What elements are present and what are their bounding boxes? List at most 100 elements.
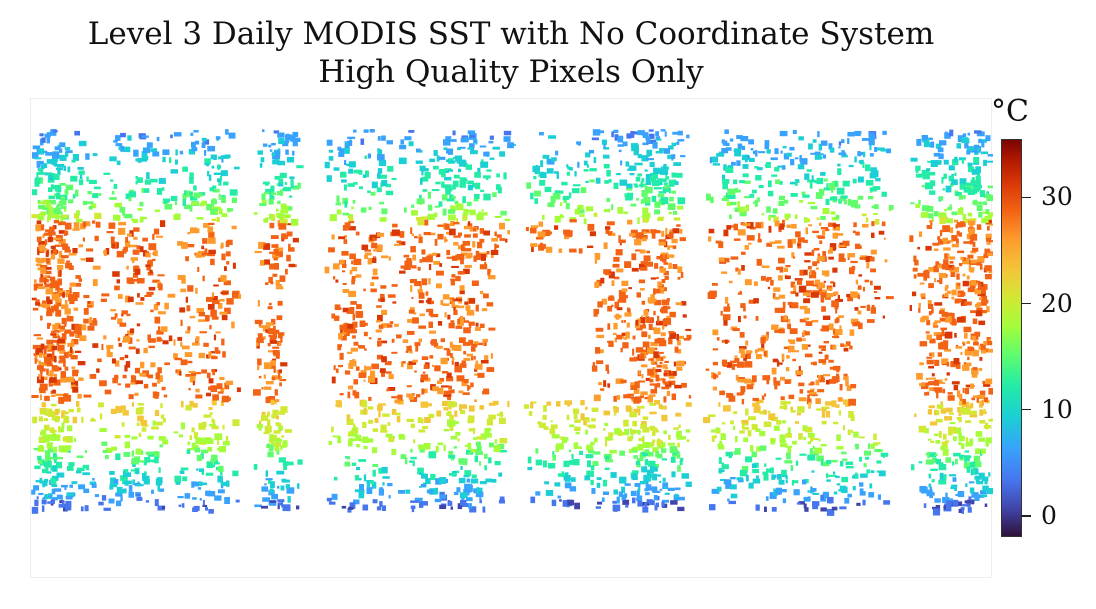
sst-pixel [637,380,646,383]
sst-pixel [542,460,547,468]
sst-pixel [476,487,483,493]
sst-pixel [938,431,942,438]
sst-pixel [122,478,125,485]
sst-pixel [671,238,678,244]
sst-pixel [52,349,55,357]
sst-pixel [969,487,975,494]
sst-pixel [645,316,650,323]
sst-pixel [442,194,448,201]
sst-pixel [629,173,635,176]
sst-pixel [177,496,184,499]
sst-pixel [981,218,989,224]
sst-pixel [823,178,828,182]
sst-pixel [271,318,276,325]
sst-pixel [728,395,736,402]
sst-pixel [954,172,957,177]
sst-pixel [587,450,594,454]
sst-pixel [818,374,821,380]
sst-pixel [198,422,206,430]
sst-pixel [446,198,455,202]
sst-pixel [54,355,57,363]
sst-pixel [446,376,454,382]
sst-pixel [947,253,950,258]
sst-pixel [963,462,972,469]
sst-pixel [46,368,49,376]
sst-pixel [859,152,864,156]
sst-pixel [482,390,490,395]
sst-pixel [861,138,870,141]
sst-pixel [282,440,288,447]
sst-pixel [407,318,414,323]
sst-pixel [574,426,581,431]
sst-pixel [44,270,52,275]
sst-pixel [661,299,670,306]
sst-pixel [725,483,731,489]
sst-pixel [855,243,861,250]
sst-pixel [388,256,391,261]
sst-pixel [47,349,53,352]
sst-pixel [47,299,53,305]
sst-pixel [947,290,952,294]
sst-pixel [153,228,160,235]
sst-pixel [132,479,135,485]
sst-pixel [634,483,641,487]
sst-pixel [981,299,989,304]
sst-pixel [482,338,488,343]
sst-pixel [928,405,935,409]
sst-pixel [970,383,974,389]
sst-pixel [450,205,456,213]
sst-pixel [948,426,954,433]
sst-pixel [947,392,953,395]
sst-pixel [818,143,823,151]
sst-pixel [953,436,957,442]
sst-pixel [711,372,715,379]
sst-pixel [175,482,181,485]
sst-pixel [379,368,386,373]
sst-pixel [858,160,863,164]
sst-pixel [258,427,262,431]
sst-pixel [65,504,71,511]
sst-pixel [152,233,155,240]
sst-pixel [942,225,950,233]
sst-pixel [981,349,987,354]
sst-pixel [37,445,44,452]
sst-pixel [208,249,216,254]
sst-pixel [810,362,815,365]
sst-pixel [451,255,458,261]
sst-pixel [362,174,367,178]
sst-pixel [111,358,116,364]
sst-pixel [649,383,658,386]
sst-pixel [956,273,960,280]
sst-pixel [802,479,807,485]
sst-pixel [377,314,383,322]
sst-pixel [52,249,57,255]
sst-pixel [820,140,828,146]
sst-pixel [845,466,854,469]
sst-pixel [479,238,485,243]
sst-pixel [371,363,379,370]
sst-pixel [952,461,955,466]
sst-pixel [277,499,285,502]
sst-pixel [347,136,356,139]
sst-pixel [641,451,648,456]
sst-pixel [53,488,62,492]
sst-pixel [394,243,402,246]
sst-pixel [466,353,474,357]
sst-pixel [658,241,666,246]
sst-pixel [59,427,64,433]
sst-pixel [419,313,425,317]
sst-pixel [136,339,140,342]
sst-pixel [413,439,416,444]
sst-pixel [463,248,472,252]
sst-pixel [811,394,818,397]
sst-pixel [979,390,986,397]
sst-pixel [766,242,772,247]
sst-pixel [641,300,646,305]
sst-pixel [967,327,972,332]
sst-pixel [439,477,446,484]
sst-pixel [444,176,452,181]
sst-pixel [458,305,465,309]
sst-pixel [225,240,230,247]
sst-pixel [910,157,918,162]
sst-pixel [985,233,992,239]
